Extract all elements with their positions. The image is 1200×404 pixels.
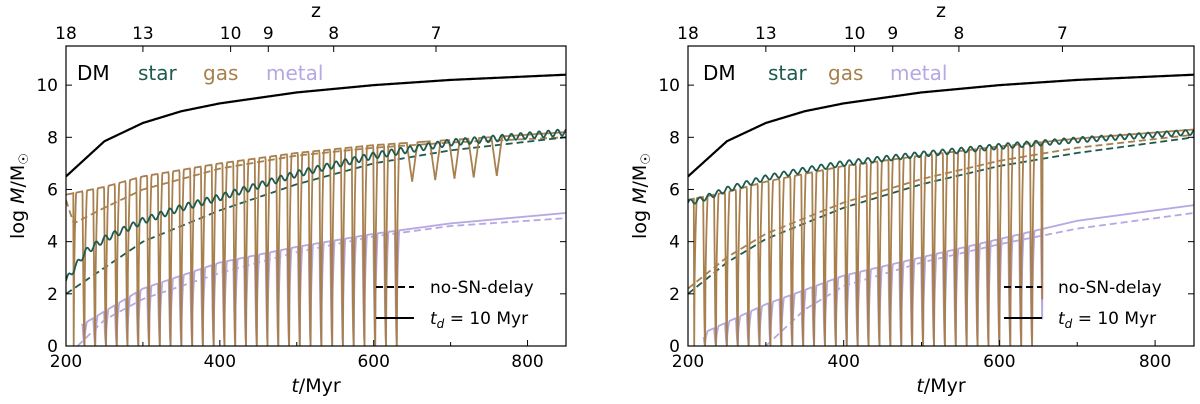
series-star-solid: [688, 129, 1194, 205]
right-top-axis-label: z: [936, 0, 946, 22]
x-tick-label: 600: [983, 352, 1015, 372]
y-tick-label: 4: [47, 233, 58, 253]
y-tick-label: 4: [669, 233, 680, 253]
x-tick-label: 400: [204, 352, 236, 372]
right-series-labels: DM star gas metal: [703, 61, 947, 85]
label-star: star: [138, 61, 178, 85]
y-tick-label: 8: [47, 128, 58, 148]
svg-text:log M/M☉: log M/M☉: [7, 153, 32, 239]
left-x-axis-label: t/Myr: [291, 375, 340, 397]
left-top-axis-label: z: [311, 0, 321, 22]
right-legend: no-SN-delay td = 10 Myr: [1004, 278, 1162, 331]
right-panel: 200 400 600 800 0 2 4 6 8 10 18 13 10 9 8 7 z t/Myr log…: [629, 0, 1195, 397]
series-dm-solid: [688, 73, 1194, 178]
x-tick-label: 800: [511, 352, 543, 372]
series-gas-dashed: [688, 133, 1194, 290]
x-tick-label: 200: [672, 352, 704, 372]
label-gas: gas: [203, 61, 238, 85]
top-tick-label: 8: [328, 24, 339, 44]
label-dm: DM: [77, 61, 110, 85]
y-tick-label: 0: [669, 337, 680, 357]
right-y-axis-label: log M/M☉: [629, 153, 654, 239]
legend-solid-label: td = 10 Myr: [430, 309, 528, 331]
series-gas-dashed: [66, 136, 566, 225]
top-tick-label: 10: [844, 24, 866, 44]
series-star-dashed: [66, 136, 566, 295]
x-tick-label: 600: [357, 352, 389, 372]
top-tick-label: 18: [677, 24, 699, 44]
legend-solid-label: td = 10 Myr: [1058, 309, 1156, 331]
svg-text:log M/M☉: log M/M☉: [629, 153, 654, 239]
y-tick-label: 10: [658, 76, 680, 96]
left-series-labels: DM star gas metal: [77, 61, 323, 85]
label-gas: gas: [828, 61, 863, 85]
right-series: [688, 73, 1194, 346]
label-metal: metal: [890, 61, 947, 85]
top-tick-label: 10: [220, 24, 242, 44]
y-tick-label: 6: [47, 180, 58, 200]
y-tick-label: 2: [669, 285, 680, 305]
series-metal-solid: [80, 212, 566, 346]
label-star: star: [768, 61, 808, 85]
left-series: [66, 73, 566, 346]
top-tick-label: 18: [55, 24, 77, 44]
top-tick-label: 13: [755, 24, 777, 44]
left-ticks: 200 400 600 800 0 2 4 6 8 10 18 13 10 9 8 7: [36, 24, 566, 372]
left-legend: no-SN-delay td = 10 Myr: [376, 278, 534, 331]
legend-dashed-label: no-SN-delay: [1058, 278, 1162, 298]
legend-dashed-label: no-SN-delay: [430, 278, 534, 298]
x-tick-label: 800: [1139, 352, 1171, 372]
y-tick-label: 6: [669, 180, 680, 200]
x-tick-label: 400: [827, 352, 859, 372]
series-dm-solid: [66, 73, 566, 178]
right-ticks: 200 400 600 800 0 2 4 6 8 10 18 13 10 9 8 7: [658, 24, 1194, 372]
y-tick-label: 2: [47, 285, 58, 305]
y-tick-label: 8: [669, 128, 680, 148]
y-tick-label: 0: [47, 337, 58, 357]
right-x-axis-label: t/Myr: [916, 375, 965, 397]
top-tick-label: 7: [431, 24, 442, 44]
top-tick-label: 7: [1057, 24, 1068, 44]
series-star-solid: [66, 128, 566, 282]
y-tick-label: 10: [36, 76, 58, 96]
left-plot-frame: [65, 45, 567, 347]
series-metal-solid: [702, 204, 1194, 346]
label-metal: metal: [266, 61, 323, 85]
left-panel: 200 400 600 800 0 2 4 6 8 10 18 13 10 9 8 7 z t/Myr log…: [7, 0, 567, 397]
top-tick-label: 9: [887, 24, 898, 44]
top-tick-label: 9: [263, 24, 274, 44]
top-tick-label: 8: [953, 24, 964, 44]
label-dm: DM: [703, 61, 736, 85]
left-y-axis-label: log M/M☉: [7, 153, 32, 239]
right-plot-frame: [687, 45, 1195, 347]
x-tick-label: 200: [50, 352, 82, 372]
top-tick-label: 13: [132, 24, 154, 44]
